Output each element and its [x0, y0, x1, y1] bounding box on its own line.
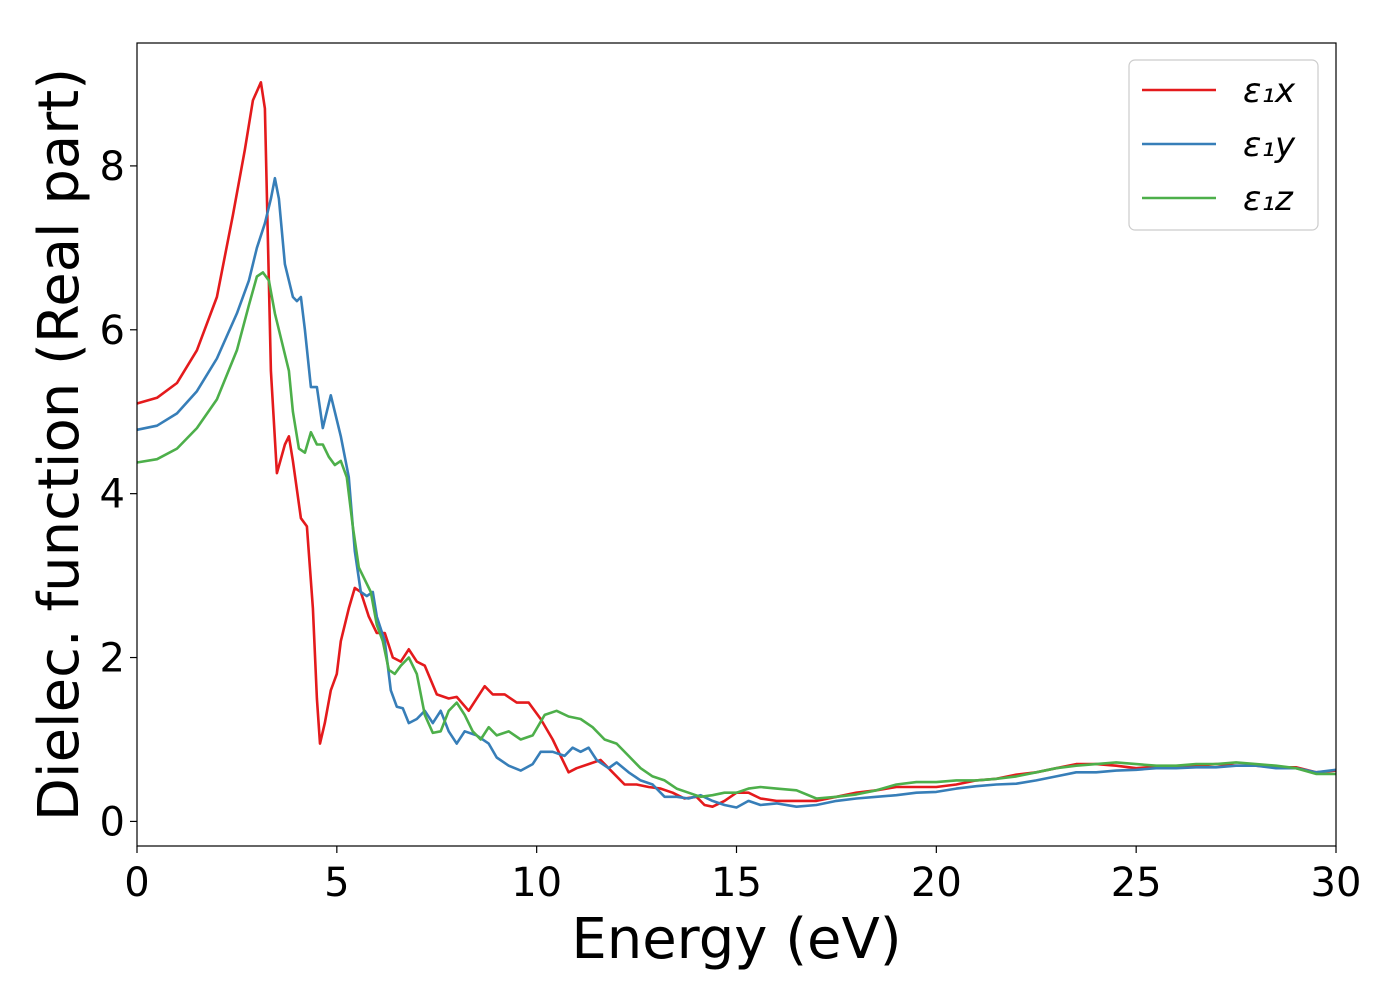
x-tick-label: 10: [511, 860, 562, 906]
y-axis-ticks: 0 2 4 6 8: [100, 144, 137, 845]
legend-label-2: ε₁y: [1243, 125, 1296, 165]
legend-label-1: ε₁x: [1243, 71, 1296, 111]
series-line-2: [136, 176, 1337, 809]
x-tick-label: 30: [1311, 860, 1362, 906]
y-axis-label: Dielec. function (Real part): [27, 68, 92, 821]
y-tick-label: 2: [100, 636, 125, 682]
x-tick-label: 0: [124, 860, 149, 906]
x-tick-label: 15: [711, 860, 762, 906]
x-axis-ticks: 0 5 10 15 20 25 30: [124, 846, 1361, 906]
series-layer: [136, 81, 1337, 809]
y-tick-label: 4: [100, 472, 125, 518]
y-tick-label: 0: [100, 799, 125, 845]
x-tick-label: 20: [911, 860, 962, 906]
series-line-3: [136, 271, 1336, 800]
y-tick-label: 8: [100, 144, 125, 190]
x-tick-label: 25: [1111, 860, 1162, 906]
legend-label-3: ε₁z: [1243, 179, 1294, 219]
x-tick-label: 5: [324, 860, 349, 906]
legend: ε₁x ε₁y ε₁z: [1128, 59, 1319, 231]
y-tick-label: 6: [100, 308, 125, 354]
legend-box: [1128, 59, 1319, 231]
x-axis-label: Energy (eV): [571, 907, 901, 972]
